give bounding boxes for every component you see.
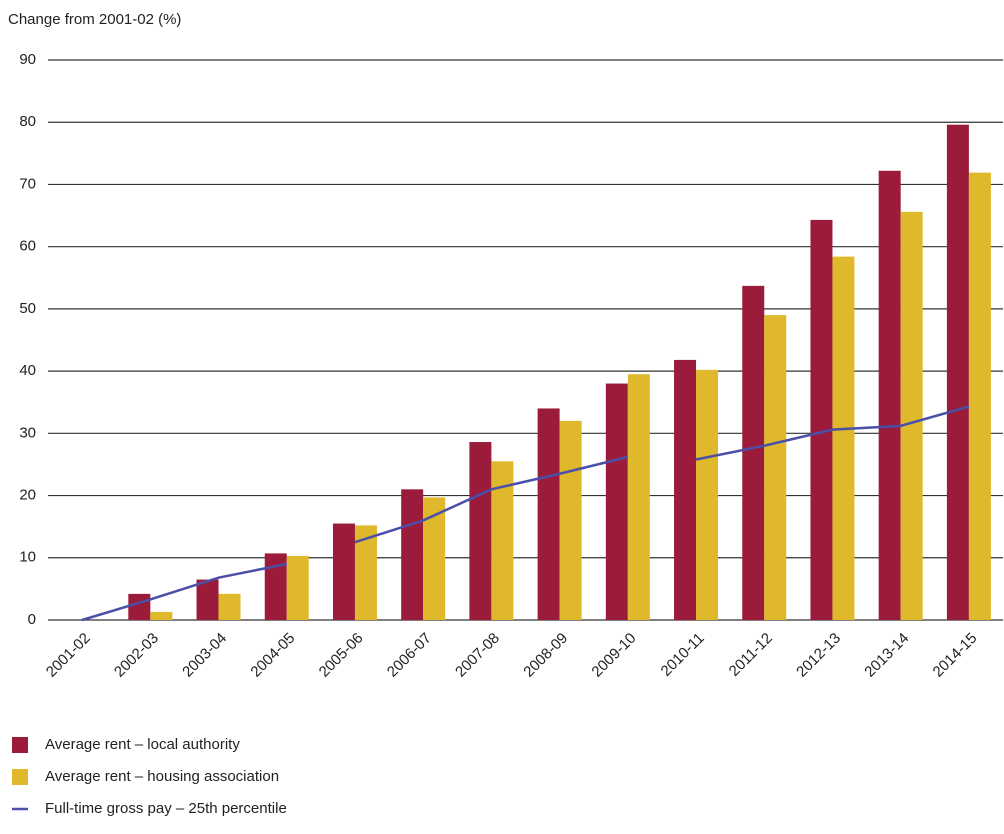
y-tick-label: 70 [19, 175, 36, 192]
x-tick-label: 2012-13 [793, 630, 844, 681]
bar [196, 579, 219, 620]
bar [354, 525, 377, 620]
x-tick-label: 2001-02 [43, 630, 94, 681]
bar [128, 593, 151, 620]
x-tick-label: 2008-09 [520, 630, 571, 681]
line-segment [81, 562, 287, 622]
x-tick-label: 2009-10 [589, 630, 640, 681]
y-tick-label: 0 [28, 611, 36, 628]
y-axis-label: Change from 2001-02 (%) [8, 11, 181, 28]
y-tick-label: 90 [19, 51, 36, 68]
y-tick-label: 10 [19, 549, 36, 566]
bar [946, 124, 969, 620]
bar [469, 442, 492, 620]
y-tick-label: 50 [19, 300, 36, 317]
bar [696, 369, 719, 620]
bar [401, 489, 424, 620]
bar [627, 374, 650, 620]
y-tick-label: 20 [19, 487, 36, 504]
bar [764, 315, 787, 620]
x-tick-label: 2011-12 [726, 630, 776, 680]
bar [332, 523, 355, 620]
x-tick-label: 2013-14 [861, 630, 912, 681]
line-segment [354, 455, 629, 544]
bar [900, 211, 923, 621]
x-tick-label: 2002-03 [111, 630, 162, 681]
x-tick-label: 2007-08 [452, 630, 503, 681]
y-tick-label: 60 [19, 238, 36, 255]
x-tick-label: 2005-06 [316, 630, 367, 681]
bar [832, 256, 855, 620]
bar [559, 420, 582, 620]
legend-swatch [12, 737, 28, 753]
bar [423, 497, 446, 620]
bar [286, 555, 309, 620]
bar [264, 553, 287, 620]
bar [218, 593, 241, 620]
y-tick-label: 30 [19, 424, 36, 441]
bar [674, 359, 697, 620]
x-tick-label: 2006-07 [384, 630, 435, 681]
bar [810, 219, 833, 620]
bar [742, 285, 765, 620]
x-tick-label: 2010-11 [658, 630, 708, 680]
bar [491, 461, 514, 620]
x-tick-label: 2003-04 [179, 630, 230, 681]
y-tick-label: 80 [19, 113, 36, 130]
legend-swatch [12, 769, 28, 785]
legend-label: Full-time gross pay – 25th percentile [45, 800, 287, 817]
legend-label: Average rent – local authority [45, 736, 240, 753]
line-segment [695, 405, 970, 461]
legend-label: Average rent – housing association [45, 768, 279, 785]
bar [150, 611, 173, 620]
bar [605, 383, 628, 620]
bar [537, 408, 560, 620]
y-tick-label: 40 [19, 362, 36, 379]
x-tick-label: 2004-05 [247, 630, 298, 681]
bar [968, 172, 991, 620]
bar [878, 170, 901, 620]
x-tick-label: 2014-15 [930, 630, 981, 681]
